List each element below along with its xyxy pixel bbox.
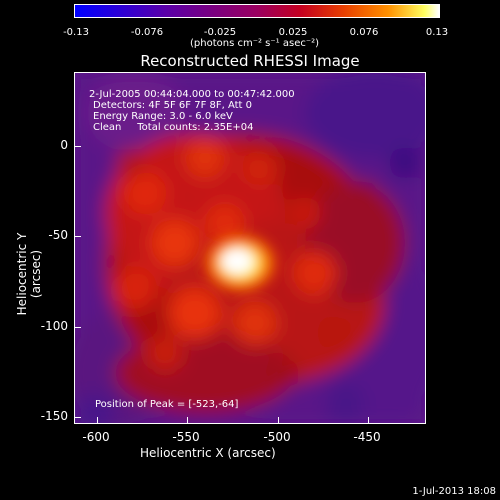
y-tick-label: -150 [40, 409, 68, 423]
colorbar-tick: -0.13 [63, 27, 89, 38]
y-tick-label: -50 [48, 228, 68, 242]
x-tick-mark [187, 417, 188, 423]
colorbar-tick: 0.13 [425, 27, 449, 38]
annotation-detectors: Detectors: 4F 5F 6F 7F 8F, Att 0 [93, 100, 253, 111]
colorbar-tick: 0.076 [349, 27, 379, 38]
colorbar-tick: -0.076 [130, 27, 164, 38]
annotation-total-counts: Clean Total counts: 2.35E+04 [93, 122, 254, 133]
y-tick-mark [75, 417, 81, 418]
y-tick-mark [75, 236, 81, 237]
rhessi-image-map [75, 73, 425, 423]
annotation-time-range: 2-Jul-2005 00:44:04.000 to 00:47:42.000 [89, 89, 295, 100]
colorbar [74, 4, 440, 18]
annotation-peak-position: Position of Peak = [-523,-64] [95, 399, 239, 410]
x-tick-label: -500 [263, 430, 291, 444]
x-axis-label: Heliocentric X (arcsec) [140, 446, 276, 460]
x-tick-label: -450 [353, 430, 381, 444]
y-tick-mark [75, 327, 81, 328]
y-axis-label: Heliocentric Y (arcsec) [15, 232, 43, 316]
timestamp: 1-Jul-2013 18:08 [412, 486, 496, 497]
annotation-energy-range: Energy Range: 3.0 - 6.0 keV [93, 111, 233, 122]
y-tick-label: 0 [60, 138, 68, 152]
x-tick-mark [97, 417, 98, 423]
plot-title: Reconstructed RHESSI Image [140, 52, 360, 70]
x-tick-mark [278, 417, 279, 423]
y-tick-label: -100 [40, 319, 68, 333]
y-tick-mark [75, 146, 81, 147]
x-tick-label: -600 [82, 430, 110, 444]
colorbar-tick: -0.025 [203, 27, 237, 38]
x-tick-mark [368, 417, 369, 423]
rhessi-image: 2-Jul-2005 00:44:04.000 to 00:47:42.000 … [74, 72, 426, 424]
colorbar-tick: 0.025 [278, 27, 308, 38]
x-tick-label: -550 [172, 430, 200, 444]
colorbar-unit-label: (photons cm⁻² s⁻¹ asec⁻²) [190, 38, 320, 49]
